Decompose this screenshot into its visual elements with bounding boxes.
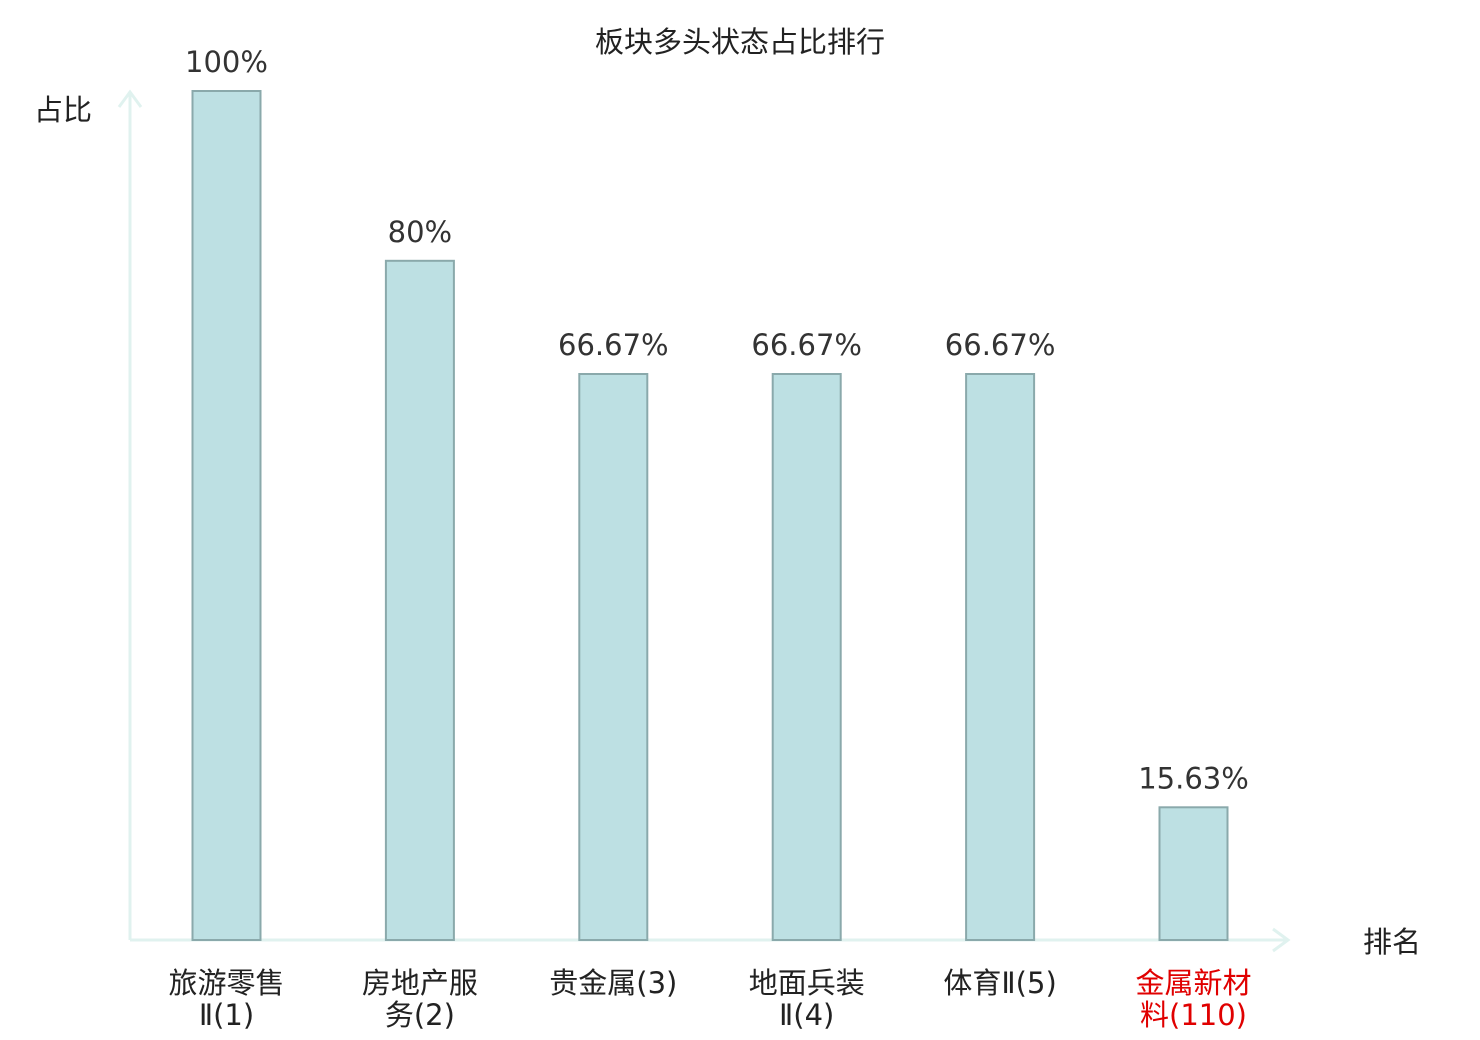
bar	[191, 90, 262, 941]
axes	[117, 89, 1291, 953]
bar	[965, 373, 1036, 941]
y-axis-label: 占比	[34, 93, 92, 127]
x-axis-arrow	[1272, 927, 1291, 953]
category-tick-label: 体育Ⅱ(5)	[943, 966, 1056, 1000]
category-tick-label: Ⅱ(1)	[199, 998, 254, 1032]
chart-title: 板块多头状态占比排行	[595, 25, 885, 59]
bar-value-label: 100%	[185, 45, 268, 79]
bar	[1158, 806, 1229, 941]
bars-group	[191, 90, 1229, 941]
category-tick-label: 房地产服	[362, 966, 478, 1000]
category-tick-label: 务(2)	[385, 998, 455, 1032]
category-tick-label: 贵金属(3)	[549, 966, 677, 1000]
category-tick-label: Ⅱ(4)	[779, 998, 834, 1032]
value-labels-group: 100% 80% 66.67% 66.67% 66.67% 15.63%	[185, 45, 1249, 795]
bar-value-label: 80%	[388, 215, 452, 249]
category-tick-label: 地面兵装	[749, 966, 865, 1000]
y-axis-arrow	[117, 89, 143, 108]
category-tick-label: 金属新材	[1135, 966, 1251, 1000]
bar	[771, 373, 842, 941]
category-tick-label: 料(110)	[1140, 998, 1247, 1032]
bar-value-label: 15.63%	[1138, 761, 1249, 795]
bar	[384, 259, 455, 941]
bar	[578, 373, 649, 941]
bar-value-label: 66.67%	[945, 328, 1056, 362]
category-tick-label: 旅游零售	[168, 966, 284, 1000]
x-axis-label: 排名	[1363, 925, 1421, 959]
bar-value-label: 66.67%	[558, 328, 669, 362]
bar-value-label: 66.67%	[751, 328, 862, 362]
